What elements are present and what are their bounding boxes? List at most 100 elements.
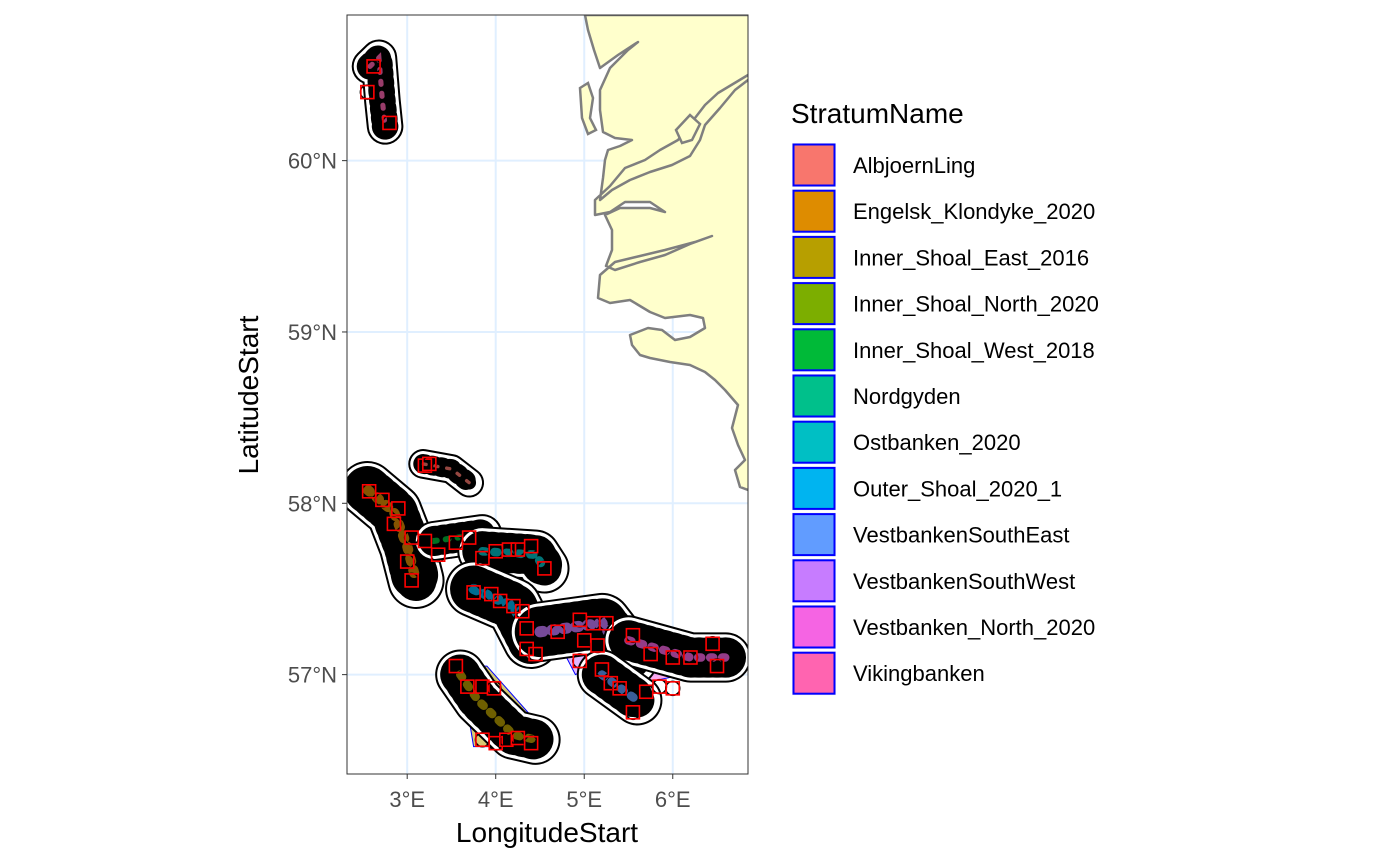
legend-swatch: [792, 328, 836, 372]
station-square: [382, 115, 397, 131]
station-square: [625, 705, 641, 720]
station-square: [448, 658, 464, 674]
land-island: [674, 113, 702, 145]
legend-label: Ostbanken_2020: [853, 430, 1021, 455]
legend-swatch: [792, 282, 836, 326]
legend-swatch: [792, 374, 836, 418]
legend-label: Inner_Shoal_East_2016: [853, 245, 1089, 270]
x-axis-title: LongitudeStart: [456, 817, 638, 848]
station-square: [709, 658, 725, 674]
station-square: [519, 621, 534, 636]
legend-item: Inner_Shoal_North_2020: [792, 281, 1099, 326]
legend-swatch: [792, 143, 836, 187]
station-square: [599, 615, 614, 631]
legend-swatch: [792, 466, 836, 510]
station-square: [399, 554, 415, 569]
station-square: [665, 681, 681, 696]
station-square: [514, 603, 530, 619]
station-square: [501, 542, 517, 557]
legend-swatch: [792, 605, 836, 649]
station-square: [386, 516, 402, 532]
y-axis-title: LatitudeStart: [233, 315, 264, 474]
legend-item: AlbjoernLing: [792, 143, 975, 187]
y-axis: 57°N 58°N 59°N 60°N: [288, 149, 347, 688]
legend-item: Inner_Shoal_East_2016: [792, 235, 1089, 280]
station-square: [603, 675, 619, 691]
station-square: [594, 662, 610, 677]
legend-swatch: [792, 651, 836, 695]
legend-item: Inner_Shoal_West_2018: [792, 327, 1095, 372]
y-tick-label: 58°N: [288, 491, 337, 516]
station-square: [417, 533, 433, 549]
station-square: [519, 641, 534, 657]
legend-label: Vikingbanken: [853, 661, 985, 686]
track-cluster-stratum-tint: [367, 52, 388, 129]
land-norway: [583, 15, 748, 492]
land-island: [578, 81, 598, 136]
legend-label: Inner_Shoal_West_2018: [853, 338, 1095, 363]
station-square: [665, 650, 681, 665]
station-square: [466, 585, 481, 600]
station-square: [375, 492, 390, 508]
legend-label: Engelsk_Klondyke_2020: [853, 199, 1095, 224]
legend-swatch: [792, 420, 836, 464]
station-square: [528, 646, 543, 662]
track-cluster-stratum-tint: [624, 636, 731, 662]
station-square: [391, 501, 406, 516]
x-tick-label: 5°E: [566, 787, 602, 812]
legend-label: Inner_Shoal_North_2020: [853, 292, 1099, 317]
x-tick-label: 4°E: [478, 787, 514, 812]
station-square: [488, 735, 504, 751]
legend-label: Nordgyden: [853, 384, 961, 409]
station-square: [486, 681, 502, 696]
legend-label: VestbankenSouthWest: [853, 569, 1075, 594]
station-square: [705, 636, 720, 652]
station-square: [550, 624, 565, 640]
land-polygons: [578, 15, 748, 492]
legend-item: Ostbanken_2020: [792, 420, 1021, 465]
legend-swatch: [792, 189, 836, 233]
station-square: [590, 638, 605, 653]
station-square: [572, 653, 588, 669]
legend-title: StratumName: [791, 98, 964, 129]
station-square: [475, 679, 490, 694]
legend-swatch: [792, 235, 836, 279]
station-square: [523, 538, 539, 554]
station-square: [643, 646, 658, 662]
legend-label: Outer_Shoal_2020_1: [853, 476, 1062, 501]
station-square: [422, 456, 437, 472]
station-square: [360, 84, 375, 100]
legend-item: VestbankenSouthWest: [792, 558, 1075, 603]
station-square: [366, 59, 381, 74]
y-tick-label: 60°N: [288, 149, 337, 174]
legend-label: VestbankenSouthEast: [853, 523, 1070, 548]
station-square: [506, 598, 521, 614]
station-markers: [359, 58, 725, 751]
legend-swatch: [792, 559, 836, 603]
station-square: [460, 679, 475, 694]
station-square: [461, 530, 477, 545]
station-square: [361, 484, 377, 499]
legend-label: AlbjoernLing: [853, 153, 975, 178]
station-square: [625, 627, 641, 643]
track-cluster-stratum-tint: [478, 547, 549, 573]
legend-item: VestbankenSouthEast: [792, 512, 1070, 557]
legend: StratumName AlbjoernLing Engelsk_Klondyke…: [791, 98, 1099, 696]
track-cluster-stratum-tint: [597, 670, 642, 705]
legend-item: Engelsk_Klondyke_2020: [792, 189, 1095, 234]
station-square: [404, 573, 419, 588]
station-square: [537, 561, 552, 576]
legend-item: Vestbanken_North_2020: [792, 605, 1095, 649]
station-square: [612, 681, 627, 696]
legend-swatch: [792, 513, 836, 557]
legend-label: Vestbanken_North_2020: [853, 615, 1095, 640]
x-tick-label: 3°E: [389, 787, 425, 812]
legend-item: Nordgyden: [792, 374, 961, 418]
station-square: [683, 650, 698, 665]
legend-item: Outer_Shoal_2020_1: [792, 466, 1062, 511]
legend-items: AlbjoernLing Engelsk_Klondyke_2020 Inner_S…: [792, 143, 1099, 696]
legend-item: Vikingbanken: [792, 651, 985, 696]
y-tick-label: 57°N: [288, 663, 337, 688]
station-square: [523, 735, 539, 751]
